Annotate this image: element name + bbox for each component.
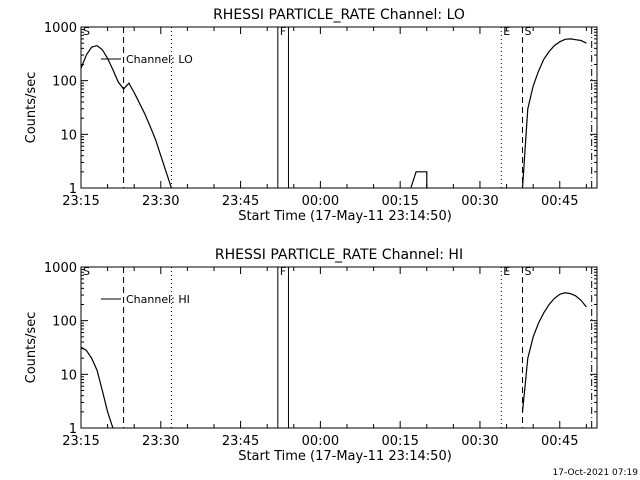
y-tick-label: 1 xyxy=(69,182,77,197)
x-tick-label: 23:30 xyxy=(142,434,179,449)
series-line-segment xyxy=(410,171,428,189)
chart-panel-1: RHESSI PARTICLE_RATE Channel: LO 1 10 100 10… xyxy=(24,7,598,224)
footer-timestamp: 17-Oct-2021 07:19 xyxy=(553,468,639,478)
y-tick-label: 100 xyxy=(52,75,77,90)
y-tick-label: 100 xyxy=(52,315,77,330)
y-axis-label: Counts/sec xyxy=(24,72,39,144)
marker-label: S xyxy=(83,25,90,38)
legend-label: Channel: LO xyxy=(126,53,193,66)
legend-label: Channel: HI xyxy=(126,293,190,306)
y-axis-label: Counts/sec xyxy=(24,312,39,384)
marker-label: F xyxy=(280,265,286,278)
x-tick-label: 23:45 xyxy=(222,434,259,449)
x-tick-label: 00:30 xyxy=(461,434,498,449)
marker-label: F xyxy=(280,25,286,38)
chart-panel-2: RHESSI PARTICLE_RATE Channel: HI 1 10 100 10… xyxy=(24,247,598,464)
y-tick-label: 1000 xyxy=(44,261,77,276)
y-tick-label: 1 xyxy=(69,422,77,437)
x-tick-label: 23:30 xyxy=(142,194,179,209)
x-tick-label: 00:00 xyxy=(302,194,339,209)
x-tick-label: 00:15 xyxy=(381,434,418,449)
x-tick-label: 23:45 xyxy=(222,194,259,209)
plot-frame xyxy=(80,26,598,189)
x-axis-label: Start Time (17-May-11 23:14:50) xyxy=(238,209,452,224)
x-tick-label: 23:15 xyxy=(62,194,99,209)
x-tick-label: 23:15 xyxy=(62,434,99,449)
marker-label: S xyxy=(525,265,532,278)
chart-title: RHESSI PARTICLE_RATE Channel: LO xyxy=(213,7,465,23)
marker-label: S xyxy=(83,265,90,278)
x-tick-label: 00:00 xyxy=(302,434,339,449)
plot-frame xyxy=(80,266,598,429)
series-line-segment xyxy=(80,346,114,429)
x-tick-label: 00:30 xyxy=(461,194,498,209)
marker-label: S xyxy=(525,25,532,38)
marker-label: E xyxy=(503,25,510,38)
y-tick-label: 10 xyxy=(60,368,77,383)
series-line-segment xyxy=(80,44,172,189)
marker-label: E xyxy=(503,265,510,278)
x-axis-label: Start Time (17-May-11 23:14:50) xyxy=(238,449,452,464)
y-tick-label: 10 xyxy=(60,128,77,143)
chart-title: RHESSI PARTICLE_RATE Channel: HI xyxy=(215,247,463,263)
x-tick-label: 00:15 xyxy=(381,194,418,209)
x-tick-label: 00:45 xyxy=(541,194,578,209)
series-line-segment xyxy=(521,38,587,189)
x-tick-label: 00:45 xyxy=(541,434,578,449)
series-line-segment xyxy=(521,292,587,412)
y-tick-label: 1000 xyxy=(44,21,77,36)
